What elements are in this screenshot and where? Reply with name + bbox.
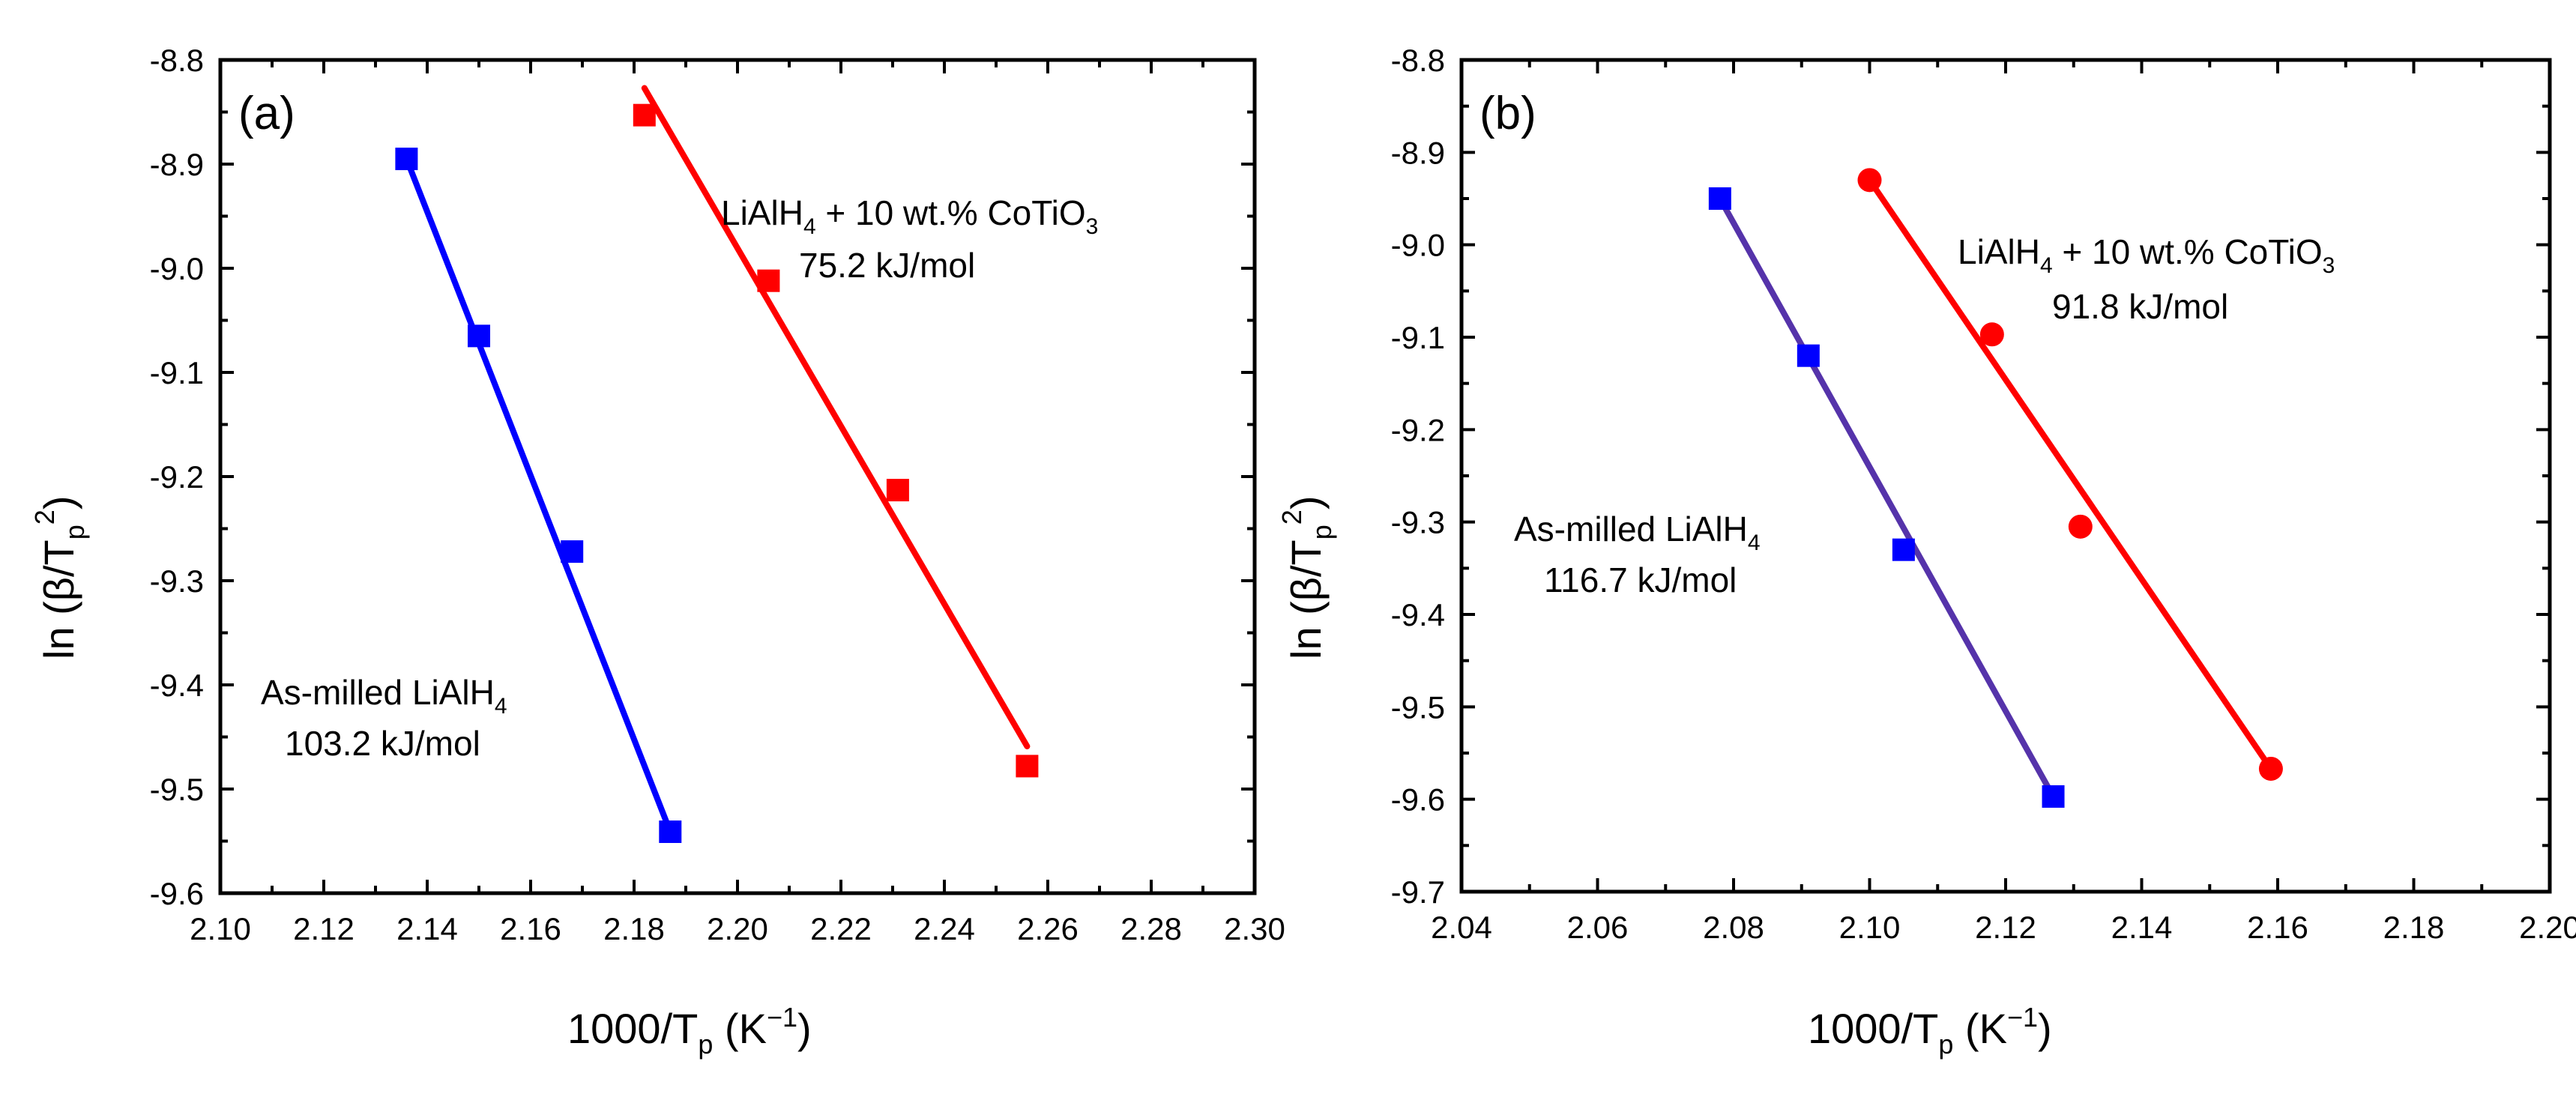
panel-a-x-tick-label: 2.28 bbox=[1120, 911, 1182, 946]
panel-a-y-tick-label: -9.4 bbox=[150, 668, 204, 703]
panel-a-x-tick-labels: 2.10 2.12 2.14 2.16 2.18 2.20 2.22 2.24 2.26 2.28… bbox=[190, 911, 1285, 946]
panel-a-x-tick-label: 2.20 bbox=[707, 911, 768, 946]
panel-a-x-tick-label: 2.16 bbox=[500, 911, 561, 946]
panel-b-y-tick-label: -9.3 bbox=[1391, 505, 1445, 540]
panel-b-series-2-point bbox=[2068, 514, 2093, 539]
panel-a-series-1-label-line2: 103.2 kJ/mol bbox=[285, 724, 480, 763]
panel-b-x-tick-label: 2.06 bbox=[1567, 910, 1629, 945]
panel-a-series-1-point bbox=[561, 540, 584, 563]
panel-a-y-tick-labels: -9.6 -9.5 -9.4 -9.3 -9.2 -9.1 -9.0 -8.9 -8.8 bbox=[150, 43, 204, 911]
panel-a-x-tick-label: 2.22 bbox=[810, 911, 872, 946]
panel-a-x-tick-label: 2.18 bbox=[603, 911, 665, 946]
panel-b-label: (b) bbox=[1479, 88, 1536, 139]
panel-b-series-2-label-line2: 91.8 kJ/mol bbox=[2052, 287, 2228, 326]
panel-b-series-1-fit-line bbox=[1716, 196, 2057, 800]
panel-b-x-tick-label: 2.14 bbox=[2111, 910, 2173, 945]
panel-b-y-tick-label: -9.6 bbox=[1391, 782, 1445, 818]
panel-a-x-tick-label: 2.24 bbox=[914, 911, 975, 946]
panel-b: 2.04 2.06 2.08 2.10 2.12 2.14 2.16 2.18 2.20 -9.… bbox=[1276, 43, 2576, 1060]
panel-a-x-tick-label: 2.30 bbox=[1224, 911, 1285, 946]
panel-a-ticks bbox=[219, 58, 1256, 895]
panel-b-series-1-point bbox=[1708, 187, 1731, 210]
panel-b-x-tick-label: 2.18 bbox=[2383, 910, 2445, 945]
panel-b-series bbox=[1708, 168, 2283, 808]
panel-b-x-tick-labels: 2.04 2.06 2.08 2.10 2.12 2.14 2.16 2.18 2.20 bbox=[1431, 910, 2576, 945]
panel-a-x-axis-label: 1000/Tp (K−1) bbox=[567, 1002, 812, 1060]
panel-b-y-tick-label: -9.5 bbox=[1391, 689, 1445, 725]
panel-b-series-1-label-line2: 116.7 kJ/mol bbox=[1544, 560, 1737, 599]
panel-b-y-tick-label: -8.9 bbox=[1391, 135, 1445, 170]
panel-a-series-2-point bbox=[757, 269, 780, 292]
panel-a-series-1-point bbox=[468, 324, 490, 348]
panel-b-x-tick-label: 2.10 bbox=[1839, 910, 1901, 945]
panel-b-y-tick-labels: -9.7 -9.6 -9.5 -9.4 -9.3 -9.2 -9.1 -9.0 -8.9 -8.8 bbox=[1391, 43, 1445, 910]
panel-a-label: (a) bbox=[238, 88, 295, 139]
panel-a: 2.10 2.12 2.14 2.16 2.18 2.20 2.22 2.24 2.26 2.28… bbox=[29, 43, 1285, 1060]
panel-a-x-tick-label: 2.26 bbox=[1017, 911, 1079, 946]
panel-b-ticks bbox=[1460, 58, 2551, 893]
panel-b-x-axis-label: 1000/Tp (K−1) bbox=[1808, 1002, 2052, 1060]
panel-b-plot-frame bbox=[1459, 58, 2552, 894]
panel-b-y-tick-label: -9.4 bbox=[1391, 597, 1445, 632]
panel-b-series-2-point bbox=[1857, 168, 1882, 193]
panel-a-series-2-point bbox=[633, 103, 656, 127]
panel-a-series-2-label-line2: 75.2 kJ/mol bbox=[799, 246, 975, 285]
panel-b-x-tick-label: 2.04 bbox=[1431, 910, 1492, 945]
panel-b-x-tick-label: 2.12 bbox=[1975, 910, 2036, 945]
panel-a-y-tick-label: -9.3 bbox=[150, 563, 204, 599]
panel-b-y-tick-label: -9.0 bbox=[1391, 228, 1445, 263]
panel-a-series bbox=[395, 85, 1039, 843]
panel-b-y-tick-label: -9.2 bbox=[1391, 412, 1445, 447]
panel-a-y-tick-label: -9.5 bbox=[150, 772, 204, 807]
panel-a-series-1-point bbox=[395, 148, 418, 171]
panel-b-series-2-label-line1: LiAlH4 + 10 wt.% CoTiO3 bbox=[1958, 232, 2335, 278]
panel-a-y-tick-label: -9.2 bbox=[150, 459, 204, 495]
panel-a-series-2-point bbox=[1016, 755, 1039, 778]
panel-a-x-tick-label: 2.10 bbox=[190, 911, 251, 946]
panel-a-y-tick-label: -9.1 bbox=[150, 355, 204, 390]
panel-a-series-1-point bbox=[659, 820, 682, 843]
panel-b-y-tick-label: -8.8 bbox=[1391, 43, 1445, 78]
panel-b-series-1-point bbox=[1892, 538, 1915, 561]
panel-a-series-1-fit-line bbox=[403, 156, 674, 835]
panel-b-series-2-fit-line bbox=[1866, 177, 2274, 772]
panel-a-y-tick-label: -9.6 bbox=[150, 876, 204, 911]
panel-a-y-tick-label: -8.8 bbox=[150, 43, 204, 78]
panel-b-y-tick-label: -9.1 bbox=[1391, 320, 1445, 355]
panel-a-y-tick-label: -9.0 bbox=[150, 251, 204, 286]
panel-a-series-2-fit-line bbox=[641, 85, 1031, 750]
panel-a-y-tick-label: -8.9 bbox=[150, 147, 204, 182]
panel-b-x-tick-label: 2.20 bbox=[2519, 910, 2576, 945]
panel-a-series-1-label-line1: As-milled LiAlH4 bbox=[261, 673, 507, 719]
panel-b-x-tick-label: 2.16 bbox=[2247, 910, 2308, 945]
panel-b-series-1-point bbox=[1797, 344, 1820, 367]
panel-a-x-tick-label: 2.12 bbox=[293, 911, 355, 946]
panel-b-series-1-point bbox=[2042, 785, 2065, 808]
panel-b-y-axis-label: ln (β/Tp2) bbox=[1276, 496, 1337, 660]
panel-b-series-2-point bbox=[2258, 756, 2283, 781]
panel-b-y-tick-label: -9.7 bbox=[1391, 874, 1445, 910]
panel-b-x-tick-label: 2.08 bbox=[1703, 910, 1764, 945]
panel-a-y-axis-label: ln (β/Tp2) bbox=[29, 496, 90, 660]
panel-b-series-2-point bbox=[1979, 322, 2004, 347]
panel-a-series-2-label-line1: LiAlH4 + 10 wt.% CoTiO3 bbox=[721, 193, 1098, 239]
panel-b-series-1-label-line1: As-milled LiAlH4 bbox=[1514, 510, 1761, 555]
panel-a-plot-frame bbox=[218, 58, 1257, 895]
panel-a-x-tick-label: 2.14 bbox=[396, 911, 458, 946]
panel-a-series-2-point bbox=[886, 479, 909, 502]
